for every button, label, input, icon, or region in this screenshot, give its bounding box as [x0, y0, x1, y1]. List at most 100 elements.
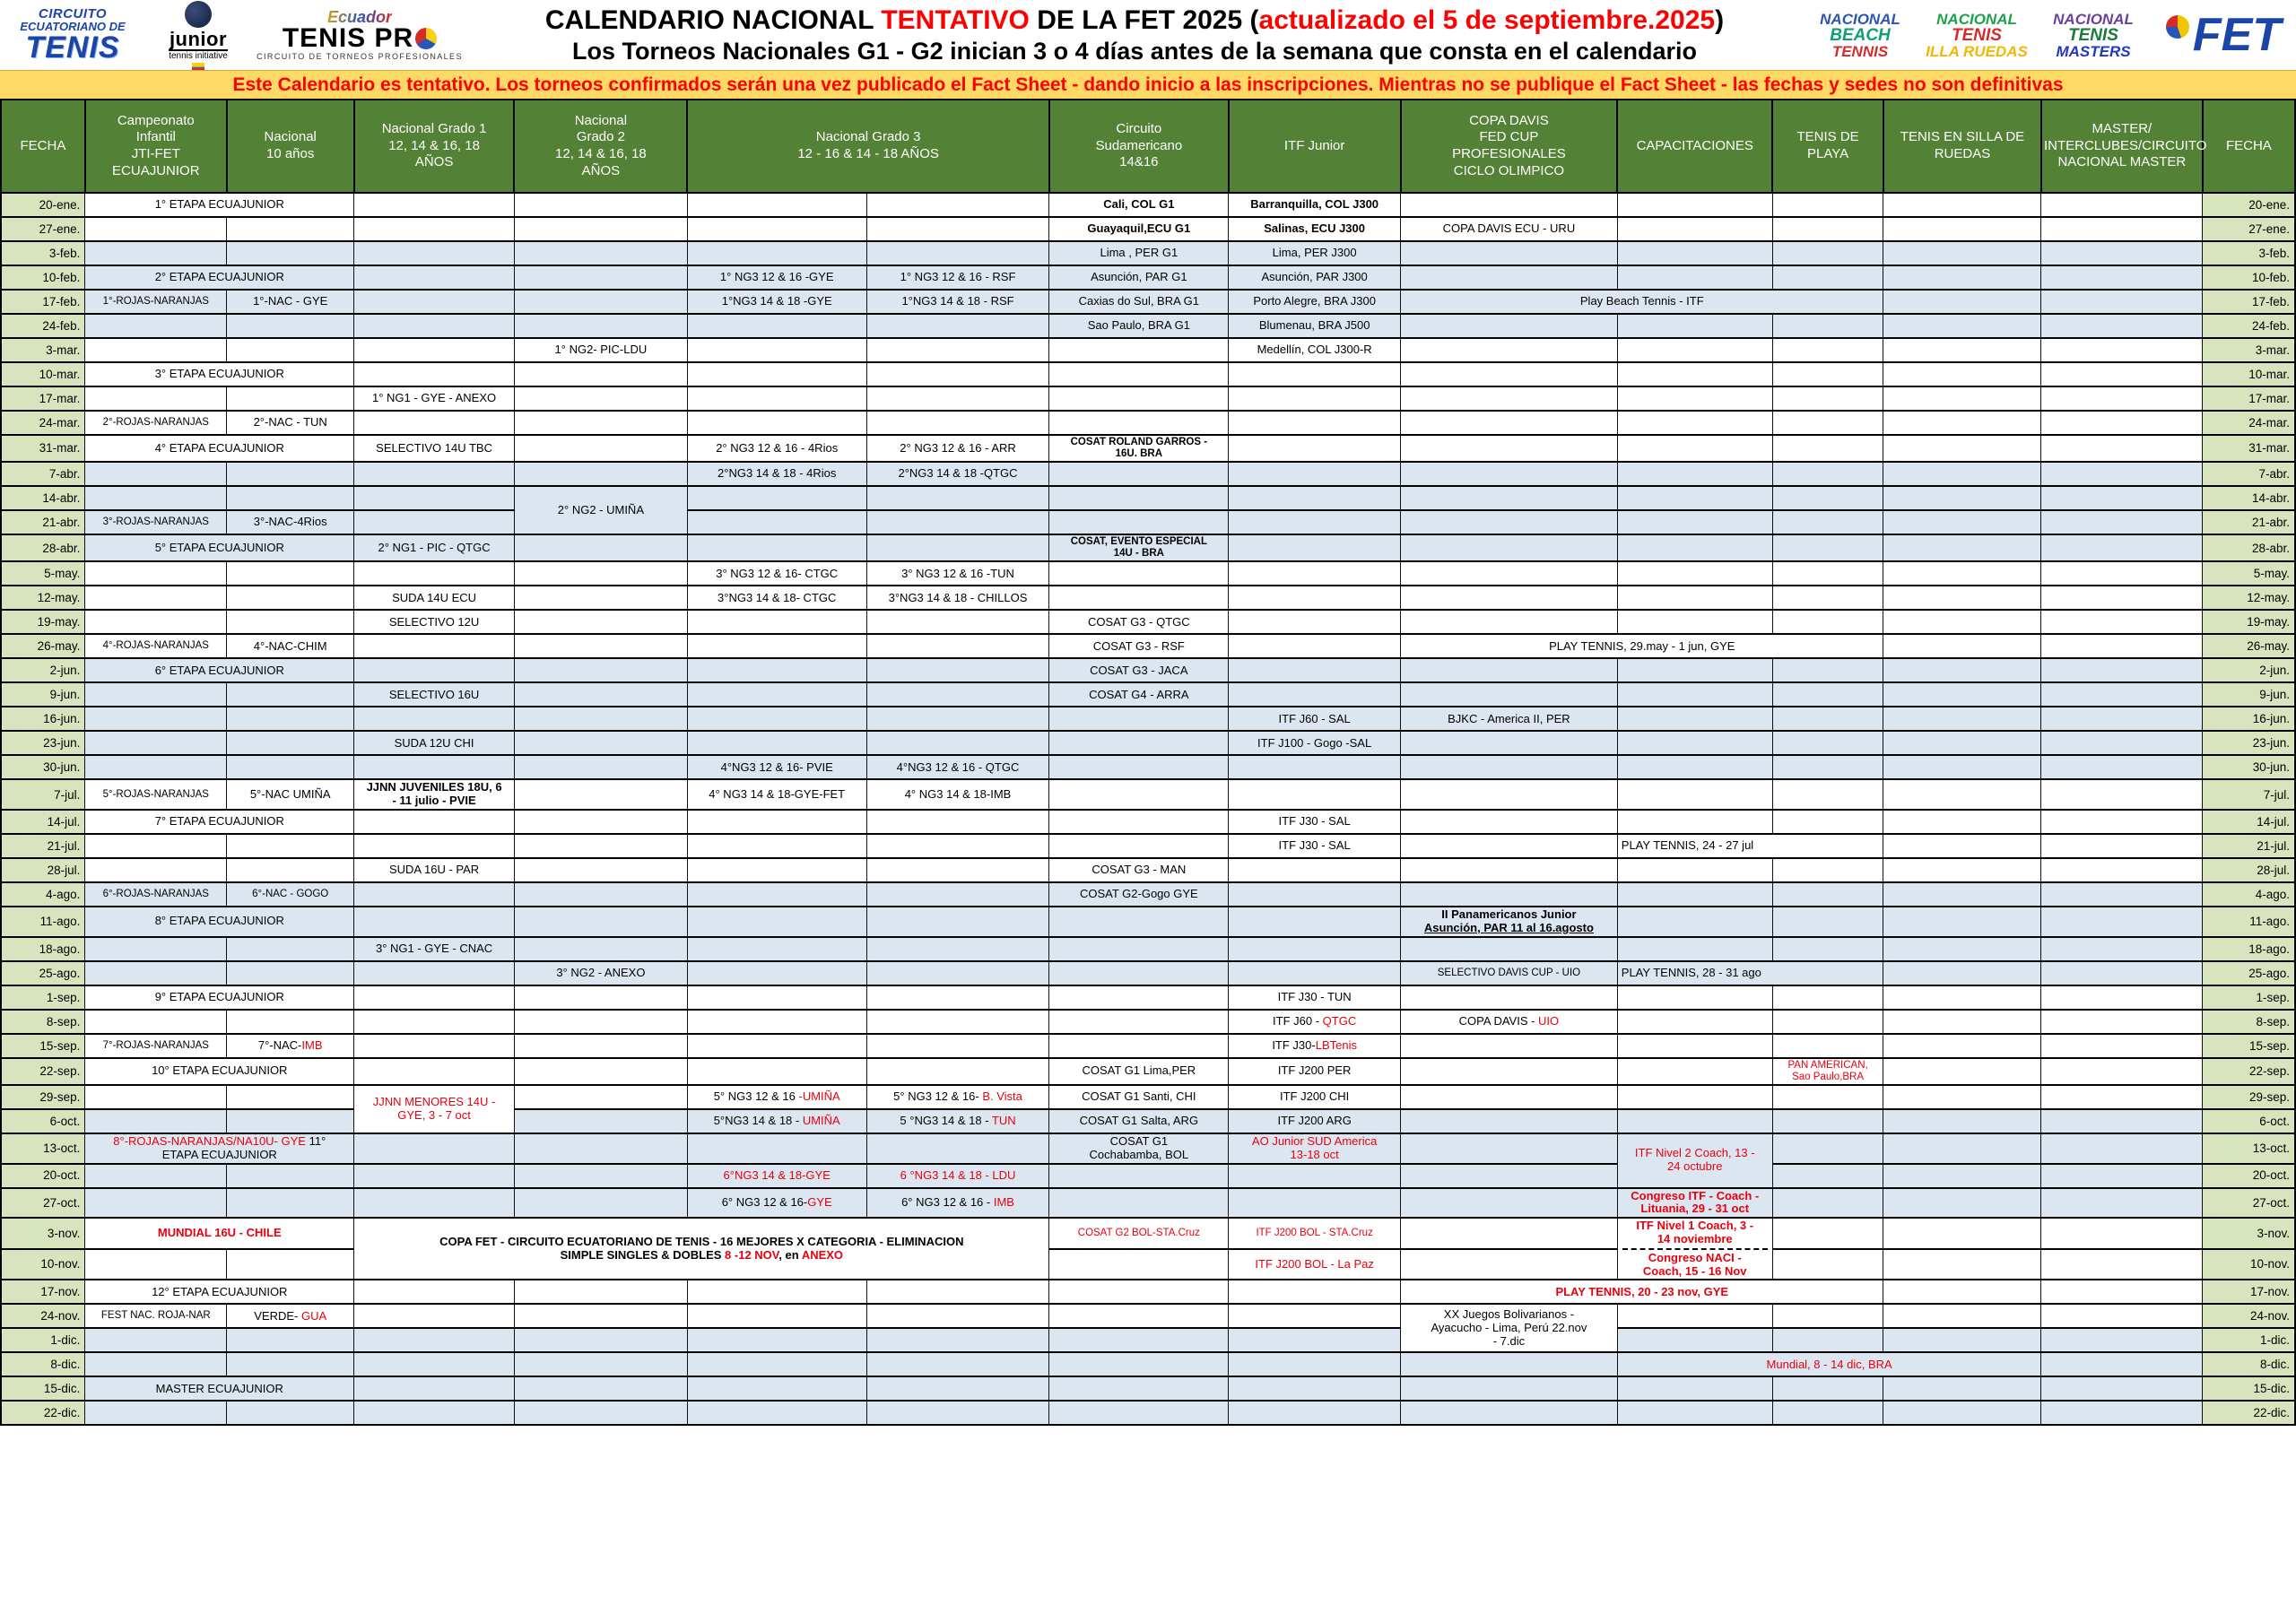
calendar-cell: 1°NG3 14 & 18 - RSF [865, 289, 1050, 315]
date-cell: 21-jul. [0, 833, 86, 860]
calendar-cell [1616, 1107, 1773, 1134]
fet-logo-text: FET [2192, 9, 2282, 61]
column-header: Nacional Grado 1 12, 14 & 16, 18 AÑOS [352, 99, 516, 194]
calendar-cell [686, 240, 867, 266]
calendar-cell [513, 216, 688, 242]
calendar-table-header: FECHA Campeonato Infantil JTI-FET ECUAJUN… [0, 99, 2296, 194]
calendar-cell [226, 337, 355, 363]
date-cell: 17-mar. [0, 386, 86, 412]
calendar-cell [686, 609, 867, 636]
calendar-cell [1048, 461, 1230, 488]
calendar-cell [1616, 1083, 1773, 1110]
calendar-cell: COPA DAVIS - UIO [1400, 1008, 1618, 1035]
calendar-cell: Sao Paulo, BRA G1 [1048, 313, 1230, 339]
table-row: 20-ene. 1° ETAPA ECUAJUNIOR Cali, COL G1 Ba… [0, 192, 2296, 218]
calendar-cell: COSAT G1 Lima,PER [1048, 1056, 1230, 1086]
tenis-masters-logo: NACIONAL TENIS MASTERS [2039, 12, 2147, 59]
table-row: 31-mar. 4° ETAPA ECUAJUNIOR SELECTIVO 14U … [0, 433, 2296, 464]
date-cell: 15-sep. [2202, 1032, 2296, 1059]
calendar-cell [226, 1351, 355, 1378]
calendar-cell [2040, 1400, 2204, 1427]
date-cell: 7-jul. [0, 778, 86, 812]
calendar-cell: 3°NG3 14 & 18 - CHILLOS [865, 585, 1050, 612]
calendar-cell [226, 585, 355, 612]
date-cell: 3-feb. [2202, 240, 2296, 266]
calendar-cell [226, 730, 355, 757]
calendar-cell [1883, 410, 2042, 436]
calendar-cell [1616, 1303, 1773, 1330]
calendar-cell [686, 833, 867, 860]
calendar-cell [1883, 984, 2042, 1011]
calendar-cell [1771, 361, 1884, 387]
calendar-cell [353, 1327, 515, 1354]
calendar-cell [84, 730, 228, 757]
cell-text: 5° NG3 12 & 16 [713, 1089, 799, 1103]
calendar-cell: ITF J200 BOL - STA.Cruz [1228, 1217, 1402, 1250]
date-cell: 28-abr. [2202, 534, 2296, 563]
calendar-cell [513, 809, 688, 836]
calendar-cell: 2°-ROJAS-NARANJAS [84, 410, 228, 436]
calendar-cell [226, 609, 355, 636]
calendar-cell [84, 706, 228, 733]
tenis-pro-script-text: Ecuador [326, 8, 393, 26]
calendar-cell [2040, 1327, 2204, 1354]
calendar-cell [686, 1032, 867, 1059]
calendar-cell [84, 560, 228, 587]
calendar-cell [1400, 1162, 1618, 1189]
calendar-cell [686, 706, 867, 733]
cell-text: ITF Nivel 1 Coach, 3 - 14 noviembre [1636, 1219, 1754, 1245]
calendar-cell: 9° ETAPA ECUAJUNIOR [84, 984, 355, 1011]
calendar-cell [513, 1083, 688, 1110]
date-cell: 8-sep. [0, 1008, 86, 1035]
calendar-cell: BJKC - America II, PER [1400, 706, 1618, 733]
calendar-cell [1616, 485, 1773, 512]
calendar-cell [2040, 534, 2204, 563]
date-cell: 14-jul. [0, 809, 86, 836]
date-cell: 9-jun. [2202, 681, 2296, 708]
calendar-cell: ITF J200 CHI [1228, 1083, 1402, 1110]
calendar-cell [1400, 265, 1618, 291]
calendar-cell [1771, 1162, 1884, 1189]
ecuador-flag-icon [192, 62, 204, 70]
calendar-cell: 5 °NG3 14 & 18 - TUN [865, 1107, 1050, 1134]
calendar-cell [1883, 1400, 2042, 1427]
cell-text: B. Vista [982, 1089, 1022, 1103]
ruedas-logo-line3: ILLA RUEDAS [1926, 42, 2028, 60]
cell-text: 7°-NAC- [257, 1037, 302, 1052]
calendar-cell [226, 1083, 355, 1110]
date-cell: 10-feb. [0, 265, 86, 291]
calendar-cell: VERDE- GUA [226, 1303, 355, 1330]
calendar-cell [1883, 1083, 2042, 1110]
calendar-cell: ITF J30 - SAL [1228, 809, 1402, 836]
calendar-cell [2040, 754, 2204, 781]
calendar-cell [2040, 881, 2204, 908]
calendar-cell [1616, 461, 1773, 488]
calendar-cell: Cali, COL G1 [1048, 192, 1230, 218]
calendar-cell [1771, 1132, 1884, 1165]
calendar-cell [1228, 881, 1402, 908]
calendar-cell [1616, 706, 1773, 733]
calendar-cell [1228, 906, 1402, 938]
calendar-cell [1771, 935, 1884, 962]
calendar-cell [1771, 313, 1884, 339]
calendar-cell [513, 289, 688, 315]
calendar-cell [1883, 959, 2042, 986]
calendar-cell: 6°-NAC - GOGO [226, 881, 355, 908]
column-header: TENIS EN SILLA DE RUEDAS [1882, 99, 2042, 194]
calendar-cell [1883, 681, 2042, 708]
calendar-cell [1616, 1008, 1773, 1035]
calendar-cell: 4°NG3 12 & 16 - QTGC [865, 754, 1050, 781]
calendar-cell [1048, 485, 1230, 512]
calendar-cell [1883, 1056, 2042, 1086]
calendar-cell: COSAT G1 Santi, CHI [1048, 1083, 1230, 1110]
calendar-cell: 5° ETAPA ECUAJUNIOR [84, 534, 355, 563]
calendar-cell [513, 633, 688, 660]
calendar-cell: Salinas, ECU J300 [1228, 216, 1402, 242]
calendar-cell [1048, 906, 1230, 938]
calendar-cell [226, 216, 355, 242]
calendar-cell [865, 657, 1050, 684]
calendar-cell: 6 °NG3 14 & 18 - LDU [865, 1162, 1050, 1189]
tenis-pro-subtext: CIRCUITO DE TORNEOS PROFESIONALES [257, 52, 463, 61]
calendar-cell: 4°NG3 12 & 16- PVIE [686, 754, 867, 781]
calendar-cell [1048, 959, 1230, 986]
